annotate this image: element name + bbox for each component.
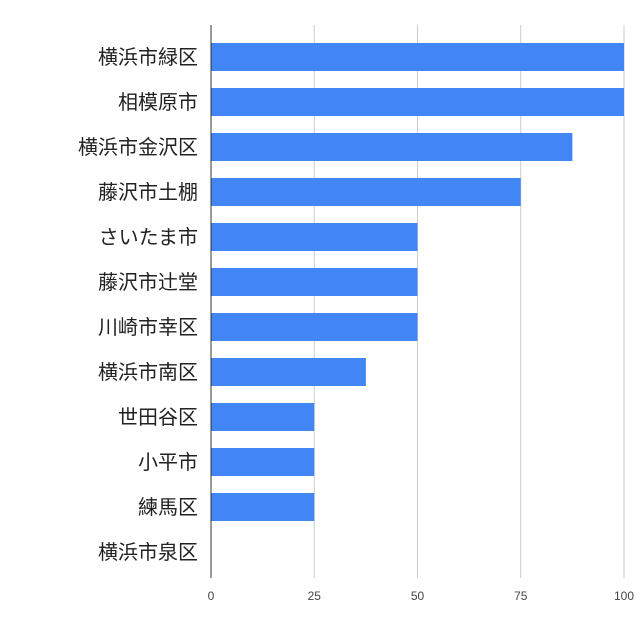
category-label-7: 横浜市南区 bbox=[98, 360, 198, 384]
bar-2 bbox=[211, 133, 573, 161]
category-label-9: 小平市 bbox=[138, 450, 198, 474]
category-label-0: 横浜市緑区 bbox=[98, 45, 198, 69]
gridlines bbox=[313, 25, 625, 578]
category-label-6: 川崎市幸区 bbox=[98, 315, 198, 339]
category-labels: 横浜市緑区相模原市横浜市金沢区藤沢市土棚さいたま市藤沢市辻堂川崎市幸区横浜市南区… bbox=[78, 45, 198, 564]
bar-10 bbox=[211, 493, 315, 521]
x-tick-labels: 0 25 50 75 100 bbox=[208, 589, 635, 603]
category-label-11: 横浜市泉区 bbox=[98, 540, 198, 564]
category-label-2: 横浜市金沢区 bbox=[78, 135, 198, 159]
category-label-3: 藤沢市土棚 bbox=[98, 180, 198, 204]
category-label-1: 相模原市 bbox=[118, 90, 198, 114]
bar-6 bbox=[211, 313, 418, 341]
category-label-10: 練馬区 bbox=[138, 495, 198, 519]
bar-4 bbox=[211, 223, 418, 251]
bar-8 bbox=[211, 403, 315, 431]
x-tick-25: 25 bbox=[308, 589, 322, 603]
bar-9 bbox=[211, 448, 315, 476]
bars bbox=[211, 43, 624, 521]
bar-3 bbox=[211, 178, 521, 206]
x-tick-75: 75 bbox=[514, 589, 528, 603]
x-tick-50: 50 bbox=[411, 589, 425, 603]
category-label-5: 藤沢市辻堂 bbox=[98, 270, 198, 294]
x-tick-0: 0 bbox=[208, 589, 215, 603]
bar-5 bbox=[211, 268, 418, 296]
category-label-4: さいたま市 bbox=[99, 225, 198, 249]
bar-0 bbox=[211, 43, 624, 71]
bar-7 bbox=[211, 358, 366, 386]
bar-1 bbox=[211, 88, 624, 116]
x-tick-100: 100 bbox=[614, 589, 634, 603]
category-label-8: 世田谷区 bbox=[118, 405, 198, 429]
